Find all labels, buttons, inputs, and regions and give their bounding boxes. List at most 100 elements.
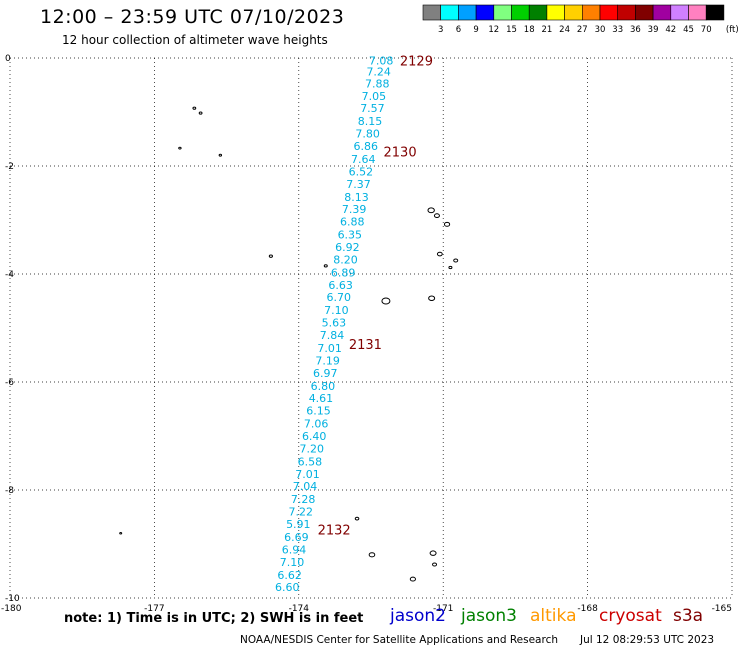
swh-value: 7.88 — [365, 77, 390, 90]
time-label: 2130 — [384, 145, 417, 160]
island-outline — [323, 264, 328, 268]
swh-value: 7.57 — [360, 102, 385, 115]
swh-value: 7.10 — [324, 304, 349, 317]
island-outline — [268, 254, 273, 258]
legend-label: 27 — [577, 25, 588, 35]
satellite-label-s3a: s3a — [673, 606, 704, 626]
swh-value: 8.13 — [344, 191, 369, 204]
island-outline — [192, 106, 197, 110]
legend-label: 18 — [524, 25, 535, 35]
lon-tick-label: -177 — [144, 604, 164, 614]
swh-value: 7.20 — [300, 442, 325, 455]
swh-value: 6.69 — [284, 531, 309, 544]
swh-value: 7.22 — [288, 506, 313, 519]
island-outlines — [119, 106, 459, 582]
time-label: 2131 — [349, 338, 382, 353]
legend-swatch — [705, 4, 725, 21]
lon-tick-label: -174 — [289, 604, 310, 614]
swh-value: 6.52 — [349, 165, 374, 178]
swh-value: 6.80 — [311, 380, 336, 393]
time-labels: 2129 2130 2131 2132 — [318, 55, 433, 539]
lon-tick-label: -171 — [433, 604, 453, 614]
island-outline — [368, 552, 376, 558]
swh-value: 5.91 — [286, 518, 311, 531]
island-outline — [436, 251, 443, 257]
legend-label: 39 — [648, 25, 659, 35]
swh-value: 7.80 — [355, 128, 380, 141]
swh-value: 6.63 — [328, 279, 353, 292]
footer-timestamp: Jul 12 08:29:53 UTC 2023 — [580, 634, 715, 646]
swh-value: 6.15 — [306, 405, 331, 418]
island-outline — [178, 146, 182, 150]
altimeter-track: 7.087.247.887.057.578.157.806.867.646.52… — [275, 55, 393, 595]
swh-value: 7.39 — [342, 203, 367, 216]
swh-value: 6.94 — [282, 543, 307, 556]
lat-tick-label: -8 — [5, 486, 14, 496]
satellite-label-jason3: jason3 — [461, 606, 517, 626]
island-outline — [409, 576, 416, 582]
satellite-label-jason2: jason2 — [390, 606, 446, 626]
legend-label: 33 — [612, 25, 623, 35]
satellite-label-cryosat: cryosat — [599, 606, 662, 626]
page-subtitle: 12 hour collection of altimeter wave hei… — [62, 33, 328, 47]
legend-label: 42 — [665, 25, 676, 35]
lat-tick-label: 0 — [5, 54, 11, 64]
lat-tick-label: -2 — [5, 162, 14, 172]
swh-value: 7.01 — [295, 468, 320, 481]
lat-tick-label: -4 — [5, 270, 14, 280]
legend-label: 36 — [630, 25, 641, 35]
axis-tick-labels: -180 -177 -174 -171 -168 -165 0 -2 -4 -6 -8 -10 — [1, 54, 732, 614]
map-note: note: 1) Time is in UTC; 2) SWH is in fe… — [64, 611, 364, 626]
legend-label: 70 — [701, 25, 712, 35]
island-outline — [428, 295, 436, 302]
lon-tick-label: -168 — [577, 604, 598, 614]
swh-value: 7.05 — [362, 90, 387, 103]
lon-tick-label: -165 — [712, 604, 732, 614]
swh-value: 7.19 — [315, 354, 340, 367]
legend-label: 3 — [438, 25, 443, 35]
swh-value: 6.40 — [302, 430, 327, 443]
lat-tick-label: -10 — [5, 594, 20, 604]
swh-value: 4.61 — [309, 392, 334, 405]
swh-value: 8.15 — [358, 115, 383, 128]
swh-value: 6.97 — [313, 367, 338, 380]
swh-value: 7.01 — [317, 342, 342, 355]
swh-value: 6.88 — [340, 216, 365, 229]
swh-value: 8.20 — [333, 253, 358, 266]
color-legend: 3 6 9 12 15 18 21 24 27 30 33 36 39 42 45 70 (ft) — [422, 4, 739, 35]
swh-value: 6.70 — [327, 291, 352, 304]
swh-value: 7.10 — [280, 556, 305, 569]
legend-label: 12 — [488, 25, 499, 35]
time-label: 2129 — [400, 55, 433, 70]
time-label: 2132 — [318, 523, 351, 538]
swh-value: 7.06 — [304, 418, 329, 431]
swh-value: 7.37 — [346, 178, 371, 191]
footer-credit: NOAA/NESDIS Center for Satellite Applica… — [240, 634, 558, 646]
island-outline — [427, 207, 435, 214]
legend-label: 30 — [595, 25, 606, 35]
swh-value: 5.63 — [322, 317, 347, 330]
page-title: 12:00 – 23:59 UTC 07/10/2023 — [40, 6, 345, 28]
legend-label: 6 — [456, 25, 461, 35]
legend-label: 24 — [559, 25, 570, 35]
island-outline — [218, 153, 223, 157]
island-outline — [119, 531, 123, 535]
island-outline — [429, 550, 437, 556]
legend-label: 15 — [506, 25, 517, 35]
swh-value: 7.04 — [293, 480, 318, 493]
legend-label: 21 — [541, 25, 552, 35]
swh-value: 7.08 — [369, 55, 394, 68]
swh-value: 6.62 — [277, 569, 302, 582]
swh-value: 6.89 — [331, 266, 356, 279]
swh-value: 6.86 — [353, 140, 378, 153]
island-outline — [433, 213, 440, 219]
legend-unit: (ft) — [726, 25, 739, 35]
island-outline — [443, 221, 451, 227]
swh-value: 6.60 — [275, 581, 300, 594]
swh-value: 7.64 — [351, 153, 376, 166]
island-outline — [453, 258, 459, 263]
lat-tick-label: -6 — [5, 378, 14, 388]
swh-value: 7.28 — [291, 493, 316, 506]
swh-value: 7.24 — [366, 66, 391, 79]
